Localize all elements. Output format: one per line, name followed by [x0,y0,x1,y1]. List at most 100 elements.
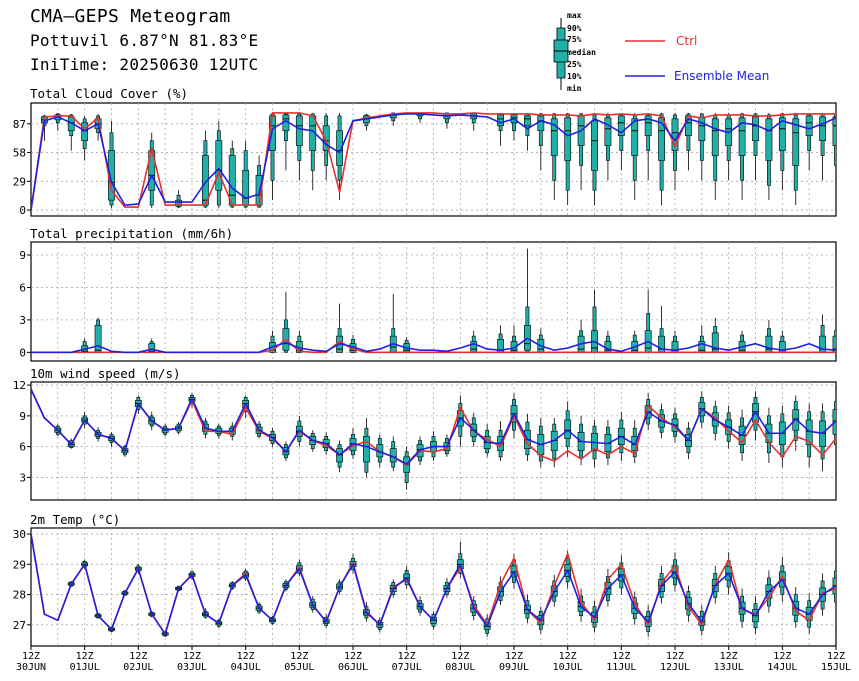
x-hour-label: 12Z [290,651,308,662]
x-date-label: 05JUL [284,662,314,673]
panel-cloud-cover: Total Cloud Cover (%) 87 58 29 0 [13,86,852,217]
panel-temperature: 2m Temp (°C) 30 29 28 27 [13,512,852,647]
ensemble-box [389,436,397,472]
x-hour-label: 12Z [505,651,523,662]
ensemble-box [725,112,733,181]
box-p25-p75 [765,335,773,353]
panel-title: Total Cloud Cover (%) [30,86,188,101]
box-p25-p75 [658,117,665,161]
box-p25-p75 [631,118,639,156]
legend-box-label: 10% [567,72,582,81]
y-tick-label: 0 [19,204,26,217]
x-date-label: 15JUL [821,662,851,673]
box-p25-p75 [497,114,504,127]
ensemble-box [81,115,89,161]
x-date-label: 02JUL [123,662,153,673]
y-tick-label: 9 [19,410,26,423]
x-hour-label: 12Z [559,651,577,662]
x-hour-label: 12Z [183,651,201,662]
ensemble-box [778,112,786,191]
box-p25-p75 [94,324,102,353]
panel-wind-speed: 10m wind speed (m/s) 12 9 6 3 [13,366,852,501]
y-tick-label: 28 [13,589,26,602]
ensemble-box [215,120,223,209]
box-p25-p75 [591,120,598,171]
ensemble-box [336,112,343,201]
ctrl-line [31,388,836,466]
y-tick-label: 87 [13,118,26,131]
box-p10-p90 [848,114,851,141]
box-p25-p75 [832,116,836,146]
box-p25-p75 [644,115,652,137]
x-hour-label: 12Z [827,651,845,662]
ensemble-box [336,440,343,473]
ensemble-box [658,112,665,206]
ensemble-box [577,319,585,353]
ensemble-box [564,401,572,457]
ensemble-mean-line [31,533,836,635]
box-p25-p75 [550,118,558,156]
ensemble-box [658,305,665,353]
box-p25-p75 [846,115,852,131]
ensemble-box [202,130,209,209]
ensemble-box [617,112,625,171]
ensemble-box [591,112,598,206]
x-date-label: 04JUL [231,662,261,673]
box-p25-p75 [242,170,250,206]
box-p25-p75 [752,116,759,141]
ensemble-box [309,112,317,191]
box-p25-p75 [336,130,343,166]
ensemble-box [403,337,411,353]
ensemble-box [711,112,719,201]
y-tick-label: 58 [13,147,26,160]
ensemble-box [108,120,115,209]
station-location: Pottuvil 6.87°N 81.83°E [30,31,259,50]
box-p25-p75 [295,115,303,146]
box-p25-p75 [175,199,182,207]
ensemble-box [846,408,852,478]
x-date-label: 09JUL [499,662,529,673]
ctrl-line [31,112,836,211]
box-p10-p90 [848,416,851,461]
legend-box-label: 75% [567,35,582,44]
ensemble-box [148,338,156,353]
x-date-label: 08JUL [445,662,475,673]
ensemble-box [792,112,800,206]
ensemble-box [470,330,478,353]
panel-plot-area [31,388,852,490]
ensemble-box [671,112,679,191]
y-tick-label: 0 [19,346,26,359]
ensemble-box [832,112,836,191]
panel-title: 10m wind speed (m/s) [30,366,181,381]
ensemble-box [846,585,852,630]
ensemble-box [295,112,303,181]
x-date-label: 03JUL [177,662,207,673]
box-p25-p75 [215,140,223,191]
legend-box-label: max [567,11,582,20]
ensemble-mean-line [31,113,836,211]
x-hour-label: 12Z [237,651,255,662]
ensemble-box [644,112,652,181]
ensemble-box [738,330,746,353]
ensemble-box [832,325,836,353]
x-hour-label: 12Z [773,651,791,662]
page-title: CMA—GEPS Meteogram [30,6,231,27]
ensemble-box [537,417,545,468]
x-date-label: 13JUL [714,662,744,673]
x-axis: 12Z30JUN12Z01JUL12Z02JUL12Z03JUL12Z04JUL… [16,646,851,673]
legend-box-label: median [567,47,596,57]
legend-box-label: 90% [567,24,582,33]
ensemble-box [524,248,531,353]
panel-title: Total precipitation (mm/6h) [30,226,233,241]
x-date-label: 10JUL [553,662,583,673]
x-hour-label: 12Z [720,651,738,662]
x-date-label: 06JUL [338,662,368,673]
ensemble-box [738,112,746,201]
x-hour-label: 12Z [612,651,630,662]
x-hour-label: 12Z [666,651,684,662]
x-hour-label: 12Z [22,651,40,662]
box-p25-p75 [846,424,852,449]
box-p25-p75 [819,116,826,141]
ensemble-mean-line [31,337,836,354]
